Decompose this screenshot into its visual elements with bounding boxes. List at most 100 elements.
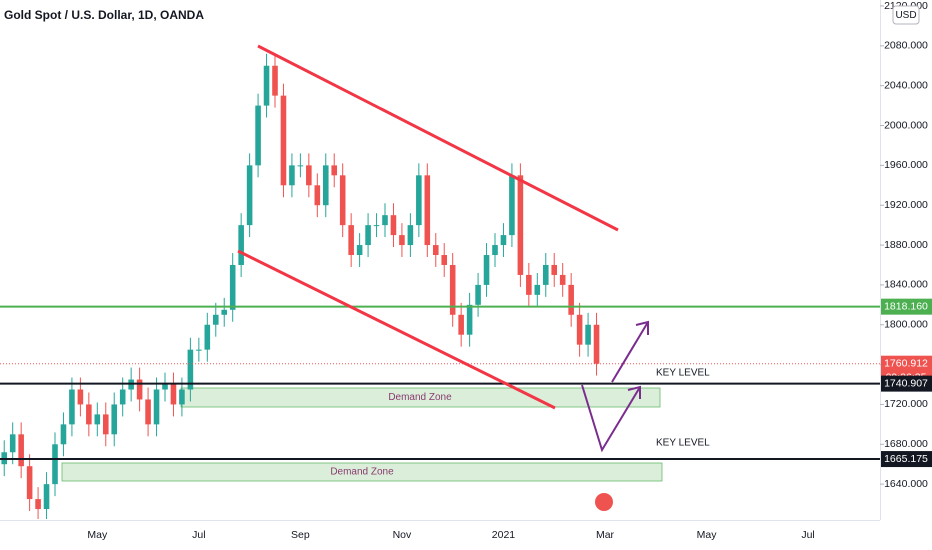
demand-zone-label: Demand Zone [388,392,452,403]
price-label: 1740.907 [884,377,928,389]
candle-body [94,414,101,425]
candle-body [416,175,422,226]
candle-body [212,314,219,325]
candle-body [509,175,515,236]
candle-body [111,404,118,435]
x-tick-label: Mar [596,529,615,541]
candle-body [60,424,67,445]
key-level-label: KEY LEVEL [656,368,710,379]
candle-body [153,389,160,425]
y-tick-label: 1680.000 [884,438,928,450]
y-tick-label: 2000.000 [884,119,928,131]
candle-body [568,284,574,315]
candle-body [102,414,109,435]
y-tick-label: 2040.000 [884,79,928,91]
candle-body [449,264,456,315]
candle-body [466,304,473,335]
candle-body [289,165,295,186]
demand-zone [61,462,663,482]
candle-body [9,434,16,453]
candle-body [475,284,481,305]
price-label-box [881,451,932,468]
candle-body [322,165,329,206]
candle-body [52,444,58,485]
x-tick-label: Sep [291,529,310,541]
candle-body [272,65,278,96]
candle-body [593,324,600,364]
y-tick-label: 1880.000 [884,239,928,251]
candle-body [534,284,541,295]
x-tick-label: Jul [801,529,814,541]
candle-body [43,484,50,510]
candle-body [221,309,228,315]
candle-body [170,384,177,405]
key-level-label: KEY LEVEL [656,438,710,449]
candle-body [458,314,464,335]
arrow [581,384,641,453]
arrowhead [627,385,641,399]
candle-body [526,274,532,295]
price-label: 1818.160 [884,300,928,312]
candle-body [517,175,524,275]
candle-body [35,499,41,510]
y-tick-label: 1640.000 [884,478,928,490]
candle-body [255,105,261,166]
x-tick-label: Nov [393,529,412,541]
y-tick-label: 1840.000 [884,279,928,291]
candle-body [314,185,321,206]
candle-body [263,65,270,106]
x-tick-label: 2021 [492,529,516,541]
candle-body [356,245,363,256]
chart-title: Gold Spot / U.S. Dollar, 1D, OANDA [4,8,204,22]
candle-body [500,235,507,246]
candle-body [492,245,498,256]
candle-body [69,389,75,425]
candle-body [119,389,126,405]
currency: USD [895,10,916,21]
price-label-box [881,375,932,392]
candle-body [390,215,397,236]
candle-body [136,379,143,400]
candle-body [246,165,253,226]
candle-body [280,95,287,186]
candle-body [585,324,591,345]
y-tick-label: 2080.000 [884,40,928,52]
candle-body [204,324,211,350]
candle-body [348,225,354,256]
candle-body [339,175,346,226]
x-tick-label: May [697,529,718,541]
logo [595,493,613,511]
candle-body [196,349,202,351]
candle-body [365,225,371,246]
trend-line [237,249,556,410]
candle-body [542,264,549,285]
candle-body [162,384,168,390]
candle-body [432,245,439,256]
candle-body [407,225,414,246]
candle-body [297,165,304,167]
y-tick-label: 1720.000 [884,398,928,410]
candle-body [559,274,566,285]
trend-line [257,44,619,232]
candle-body [26,466,33,500]
price-label: 1760.912 [884,357,928,369]
x-tick-label: Jul [192,529,205,541]
price-label: 1665.175 [884,453,928,465]
candle-body [483,255,490,285]
x-tick-label: May [87,529,108,541]
drawings: KEY LEVEL KEY LEVEL [237,44,710,511]
arrow [611,321,649,383]
candle-body [551,264,558,275]
candle-body [179,389,185,405]
candle-body [238,225,244,265]
candle-body [382,215,388,226]
arrowhead [635,320,649,335]
candle-body [441,255,448,265]
y-tick-label: 1920.000 [884,199,928,211]
candle-body [306,165,312,186]
y-tick-label: 1800.000 [884,319,928,331]
y-tick-label: 1960.000 [884,159,928,171]
candle-body [86,404,92,425]
candle-body [399,235,405,246]
